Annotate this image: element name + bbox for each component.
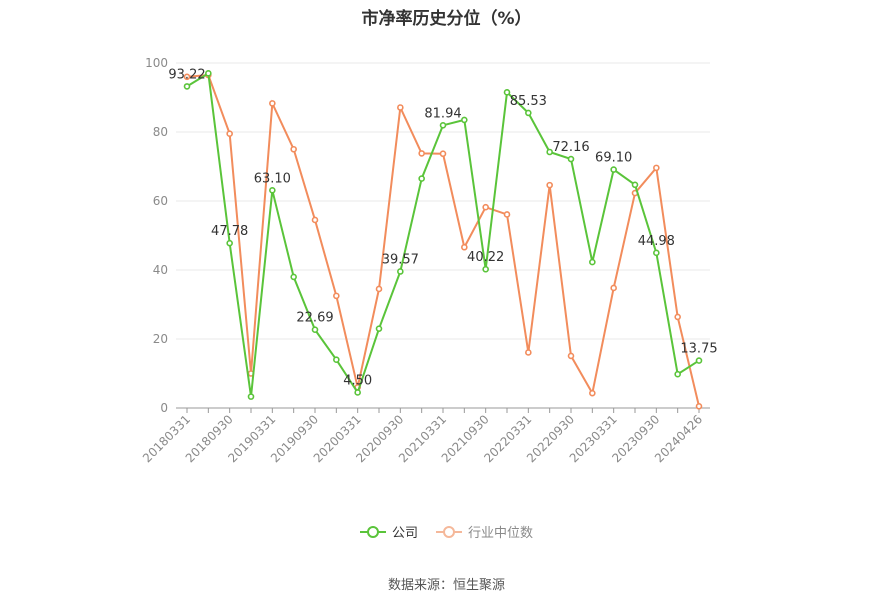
y-tick-label: 40: [153, 263, 168, 277]
data-point-1: [333, 292, 340, 300]
series-line-0: [186, 71, 700, 397]
data-point-1: [269, 100, 276, 107]
data-point-0: [375, 325, 383, 332]
data-point-0: [333, 356, 340, 364]
data-point-0: [503, 89, 511, 96]
data-point-0: [418, 175, 425, 182]
data-point-0: [567, 155, 575, 163]
data-point-0: [653, 249, 660, 257]
data-point-1: [311, 216, 319, 224]
data-label: 4.50: [343, 373, 372, 388]
data-label: 72.16: [552, 140, 589, 155]
data-label: 63.10: [254, 171, 291, 186]
data-label: 22.69: [296, 311, 333, 326]
data-point-1: [482, 203, 489, 211]
legend: 公司 行业中位数: [0, 522, 893, 541]
data-label: 13.75: [680, 342, 717, 357]
legend-label-industry-median: 行业中位数: [468, 526, 534, 541]
data-point-0: [269, 187, 276, 194]
data-label: 44.98: [638, 234, 675, 249]
legend-label-company: 公司: [391, 526, 418, 541]
data-point-0: [461, 116, 468, 124]
data-label: 47.78: [211, 224, 248, 239]
data-point-1: [461, 243, 468, 251]
data-point-1: [290, 145, 297, 153]
data-point-1: [375, 285, 383, 293]
data-point-1: [589, 389, 596, 397]
legend-item-company[interactable]: 公司: [359, 522, 418, 541]
data-point-1: [503, 211, 511, 218]
y-tick-label: 0: [160, 401, 168, 415]
data-point-1: [610, 284, 617, 292]
data-point-0: [397, 268, 404, 275]
data-point-0: [546, 148, 553, 156]
data-point-0: [525, 109, 532, 117]
data-point-1: [439, 150, 447, 158]
data-point-0: [610, 166, 617, 173]
y-tick-label: 20: [153, 332, 168, 346]
data-point-1: [418, 150, 425, 157]
data-point-0: [205, 70, 212, 77]
data-point-1: [226, 130, 233, 138]
data-point-1: [674, 313, 681, 321]
y-tick-label: 100: [145, 56, 168, 70]
y-tick-label: 60: [153, 194, 168, 208]
data-point-0: [674, 370, 681, 378]
data-point-0: [482, 265, 489, 273]
legend-marker-industry-median: [436, 525, 462, 538]
data-label: 81.94: [424, 106, 461, 121]
chart-title: 市净率历史分位（%）: [361, 9, 532, 29]
data-point-0: [290, 273, 297, 281]
legend-item-industry-median[interactable]: 行业中位数: [436, 522, 533, 541]
data-label: 39.57: [382, 252, 419, 267]
data-point-1: [183, 73, 191, 81]
data-point-0: [439, 122, 447, 129]
data-point-1: [695, 402, 703, 410]
data-point-1: [546, 181, 553, 189]
data-point-1: [653, 164, 660, 172]
data-point-0: [247, 393, 255, 400]
data-source: 数据来源：恒生聚源: [387, 578, 505, 593]
data-label: 93.22: [168, 67, 205, 82]
data-point-0: [589, 258, 596, 266]
data-point-0: [354, 389, 361, 396]
data-label: 69.10: [595, 151, 632, 166]
data-point-0: [311, 326, 319, 334]
data-point-1: [567, 352, 575, 360]
data-label: 85.53: [510, 94, 547, 109]
data-label: 40.22: [467, 250, 504, 265]
data-point-0: [695, 357, 703, 364]
y-tick-label: 80: [153, 125, 168, 139]
data-point-0: [226, 239, 233, 247]
data-point-1: [525, 349, 532, 356]
data-point-1: [397, 104, 404, 111]
data-point-0: [631, 181, 639, 189]
legend-marker-company: [359, 525, 386, 538]
data-point-0: [183, 83, 191, 90]
